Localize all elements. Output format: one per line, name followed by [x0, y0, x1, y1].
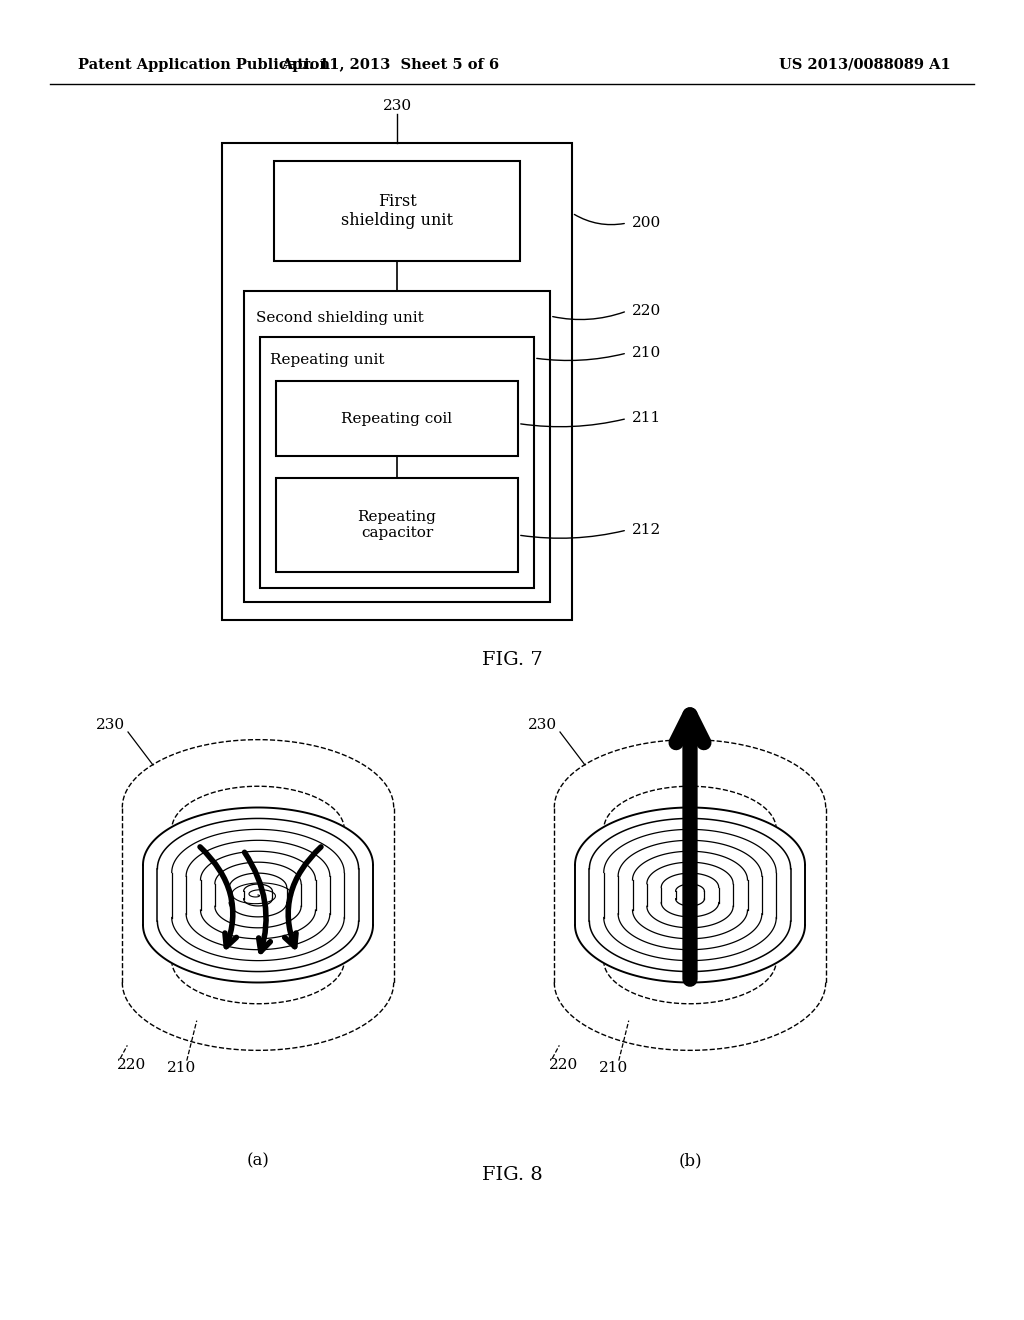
Text: Repeating coil: Repeating coil [341, 412, 453, 425]
Text: 230: 230 [528, 718, 557, 733]
Text: 230: 230 [96, 718, 125, 733]
Text: 230: 230 [382, 99, 412, 114]
Text: FIG. 7: FIG. 7 [481, 651, 543, 669]
Text: 211: 211 [632, 412, 662, 425]
Text: 200: 200 [632, 216, 662, 230]
Text: Apr. 11, 2013  Sheet 5 of 6: Apr. 11, 2013 Sheet 5 of 6 [281, 58, 499, 73]
Text: First
shielding unit: First shielding unit [341, 193, 453, 230]
Bar [222, 143, 572, 620]
Text: 220: 220 [549, 1059, 579, 1072]
Text: US 2013/0088089 A1: US 2013/0088089 A1 [779, 58, 951, 73]
Text: Repeating unit: Repeating unit [270, 352, 384, 367]
Text: Second shielding unit: Second shielding unit [256, 312, 424, 325]
Polygon shape [143, 808, 373, 982]
Bar [244, 290, 550, 602]
Text: FIG. 8: FIG. 8 [481, 1166, 543, 1184]
Text: 220: 220 [118, 1059, 146, 1072]
Text: 212: 212 [632, 523, 662, 537]
Text: 210: 210 [599, 1061, 629, 1074]
Bar [276, 381, 518, 455]
Text: Repeating
capacitor: Repeating capacitor [357, 510, 436, 540]
Bar [274, 161, 520, 261]
Bar [276, 478, 518, 572]
Text: 220: 220 [632, 304, 662, 318]
Text: 210: 210 [167, 1061, 197, 1074]
Text: 210: 210 [632, 346, 662, 360]
Polygon shape [575, 808, 805, 982]
Text: Patent Application Publication: Patent Application Publication [78, 58, 330, 73]
Text: (b): (b) [678, 1152, 701, 1170]
Text: (a): (a) [247, 1152, 269, 1170]
Bar [260, 337, 534, 587]
